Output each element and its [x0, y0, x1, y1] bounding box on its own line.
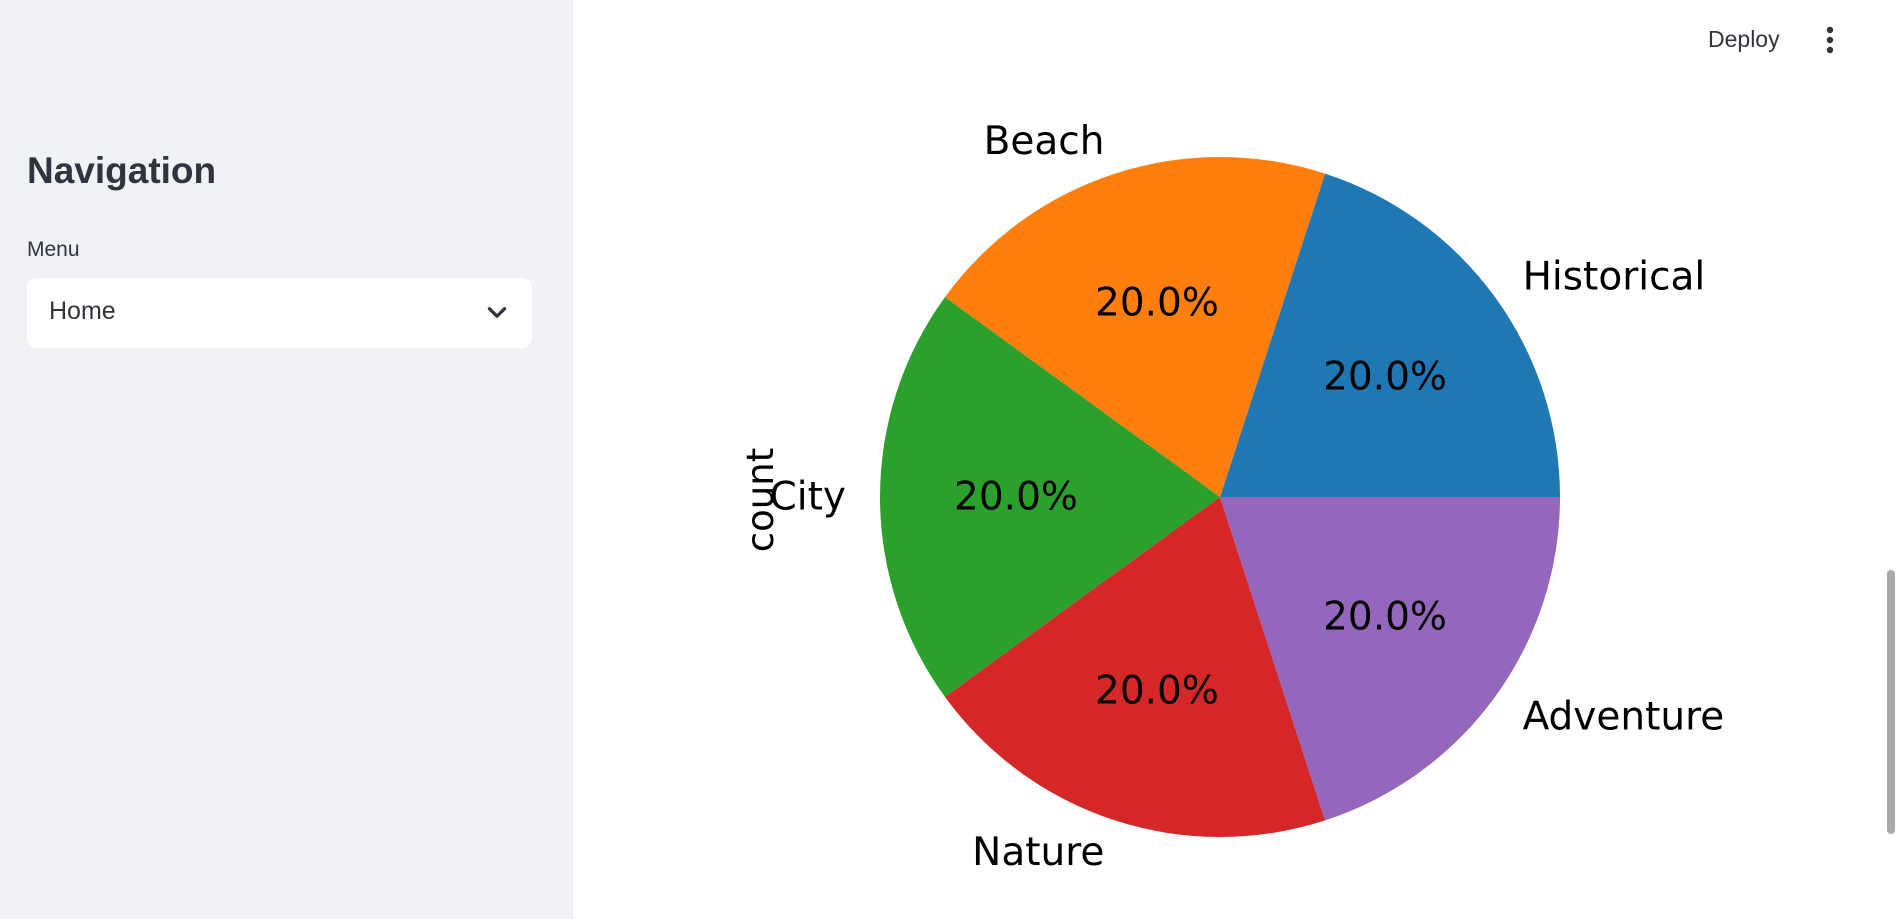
menu-label: Menu [27, 238, 80, 261]
kebab-menu-icon[interactable] [1815, 22, 1845, 58]
sidebar: Navigation Menu Home [0, 0, 573, 919]
deploy-button[interactable]: Deploy [1708, 26, 1780, 52]
scrollbar-thumb[interactable] [1887, 570, 1895, 834]
sidebar-title: Navigation [27, 150, 217, 191]
scrollbar-track [1884, 0, 1898, 919]
chevron-down-icon [487, 307, 507, 318]
menu-select[interactable]: Home [27, 278, 532, 348]
main-content [573, 0, 1898, 919]
menu-select-value: Home [49, 297, 116, 325]
